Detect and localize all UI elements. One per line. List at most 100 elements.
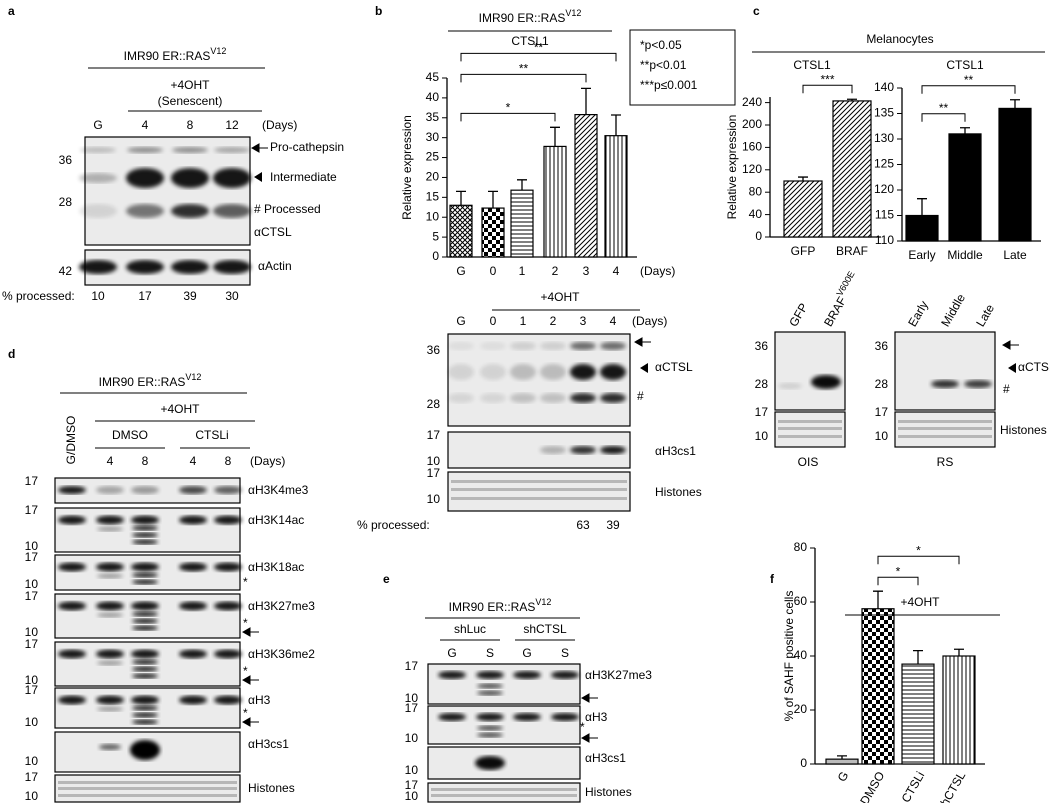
blot-band	[540, 364, 566, 380]
lane-label: G	[456, 314, 465, 328]
blot-band	[96, 486, 124, 494]
panel-label: e	[383, 572, 390, 586]
antibody-label: αH3K36me2	[248, 647, 315, 661]
blot-band	[96, 695, 124, 705]
band-arrow	[580, 693, 598, 703]
histone-band	[451, 480, 627, 483]
significance-label: *	[506, 100, 511, 114]
mw-marker: 10	[427, 492, 441, 506]
antibody-label: αH3	[248, 693, 271, 707]
significance-bracket	[460, 52, 617, 62]
mw-marker: 17	[25, 503, 39, 517]
blot-band	[132, 673, 158, 679]
antibody-label: αH3K27me3	[585, 668, 652, 682]
antibody-label: αH3K14ac	[248, 513, 304, 527]
processed-value: 30	[225, 289, 239, 303]
histone-band	[778, 427, 842, 430]
x-tick-label: GFP	[791, 244, 816, 258]
error-bar	[456, 190, 466, 206]
blot-band	[132, 618, 158, 624]
mw-marker: 10	[405, 691, 419, 705]
label: % processed:	[2, 289, 75, 303]
band-pointer	[254, 172, 262, 182]
y-tick-label: 120	[742, 162, 762, 176]
label-with-superscript: IMR90 ER::RASV12	[449, 597, 552, 614]
y-tick-label: 80	[794, 540, 808, 554]
error-bar	[847, 98, 857, 101]
lane-label: 4	[610, 314, 617, 328]
mw-marker: 10	[25, 625, 39, 639]
blot-band	[214, 486, 242, 494]
band-label: Histones	[655, 485, 702, 499]
y-axis-label: Relative expression	[400, 115, 414, 220]
y-tick-label: 25	[426, 150, 440, 164]
blot-band	[97, 573, 123, 579]
error-bar	[488, 190, 498, 209]
label: +4OHT	[160, 402, 200, 416]
label-text: IMR90 ER::RAS	[124, 49, 211, 63]
blot-band	[477, 683, 503, 689]
histone-band	[778, 420, 842, 423]
error-bar	[798, 176, 808, 181]
blot-band	[179, 486, 207, 494]
error-bar	[581, 87, 591, 115]
x-tick-label: CTSLi	[899, 769, 928, 803]
error-bar	[960, 127, 970, 134]
error-bar	[550, 126, 560, 147]
y-tick-label: 5	[432, 229, 439, 243]
antibody-label: αH3cs1	[248, 737, 289, 751]
significance-label: *	[916, 543, 921, 557]
bar	[905, 214, 939, 242]
band-arrow	[633, 337, 651, 347]
mw-marker: 17	[25, 474, 39, 488]
lane-label: 12	[225, 118, 239, 132]
histone-band	[58, 794, 237, 797]
blot-band	[79, 204, 117, 218]
blot-band	[126, 168, 164, 188]
significance-label: **	[519, 62, 529, 76]
blot-panel	[447, 471, 631, 512]
blot-band	[58, 695, 86, 705]
superscript: V12	[535, 597, 551, 607]
blot-band	[99, 744, 121, 750]
label-with-superscript: BRAFV600E	[819, 270, 863, 330]
lane-label: 1	[520, 314, 527, 328]
blot-panel	[894, 331, 996, 411]
lane-label: 4	[107, 454, 114, 468]
blot-band	[132, 539, 158, 545]
antibody-label: αH3	[585, 710, 608, 724]
panel-label: d	[8, 347, 15, 361]
blot-band	[964, 380, 992, 388]
mw-marker: 36	[427, 343, 441, 357]
blot-band	[97, 706, 123, 712]
mw-marker: 28	[427, 397, 441, 411]
bar	[832, 100, 872, 238]
x-tick-label: 3	[583, 264, 590, 278]
blot-band	[96, 515, 124, 525]
superscript: V12	[210, 46, 226, 56]
label: (Days)	[632, 314, 667, 328]
mw-marker: 17	[25, 550, 39, 564]
mw-marker: 10	[405, 789, 419, 803]
label-text: IMR90 ER::RAS	[99, 375, 186, 389]
bar	[543, 145, 567, 258]
legend-entry: *p<0.05	[640, 38, 682, 52]
blot-band	[179, 649, 207, 659]
x-tick-label: Late	[1003, 248, 1027, 262]
blot-band	[480, 393, 506, 403]
blot-band	[132, 532, 158, 538]
blot-band	[600, 342, 626, 350]
bar	[574, 113, 598, 258]
blot-band	[58, 562, 86, 572]
mw-marker: 10	[25, 539, 39, 553]
antibody-label: Histones	[248, 781, 295, 795]
histone-band	[898, 435, 992, 438]
label-text: IMR90 ER::RAS	[449, 600, 536, 614]
mw-marker: 28	[59, 195, 73, 209]
mw-marker: 17	[405, 778, 419, 792]
blot-band	[213, 204, 251, 218]
label: DMSO	[112, 428, 148, 442]
mw-marker: 36	[755, 339, 769, 353]
superscript: V12	[185, 372, 201, 382]
